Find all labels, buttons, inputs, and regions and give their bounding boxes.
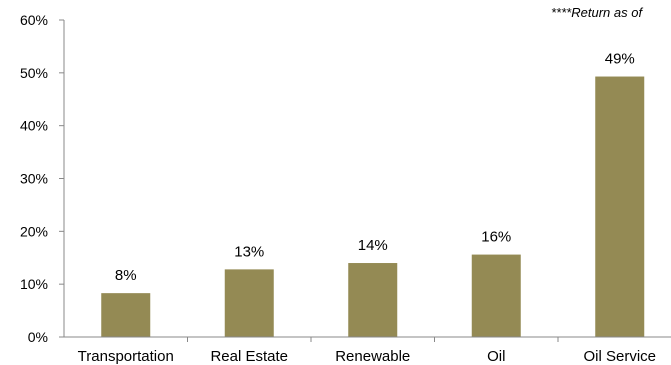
return-footnote: ****Return as of [551,5,643,20]
data-label: 16% [481,229,511,246]
data-label: 13% [234,243,264,260]
x-tick-label: Renewable [335,348,410,365]
data-labels: 8% 13% 14% 16% 49% [115,51,635,285]
x-tick-label: Real Estate [210,348,288,365]
y-axis: 0% 10% 20% 30% 40% 50% 60% [20,12,65,345]
y-tick-label: 40% [20,118,48,134]
bar-renewable [348,263,398,337]
x-tick-label: Oil Service [583,348,656,365]
x-tick-label: Oil [487,348,505,365]
y-tick-label: 0% [28,329,48,345]
x-axis: Transportation Real Estate Renewable Oil Oil… [64,336,671,365]
y-tick-label: 30% [20,171,48,187]
y-tick-label: 60% [20,12,48,28]
y-tick-label: 50% [20,65,48,81]
bar-oil-service [595,76,645,337]
bar-real-estate [224,269,274,337]
data-label: 8% [115,267,137,284]
y-tick-label: 20% [20,223,48,239]
bars [101,76,645,337]
x-tick-label: Transportation [78,348,174,365]
bar-transportation [101,293,151,337]
bar-oil [471,254,521,337]
y-tick-label: 10% [20,276,48,292]
data-label: 49% [605,51,635,68]
data-label: 14% [358,237,388,254]
